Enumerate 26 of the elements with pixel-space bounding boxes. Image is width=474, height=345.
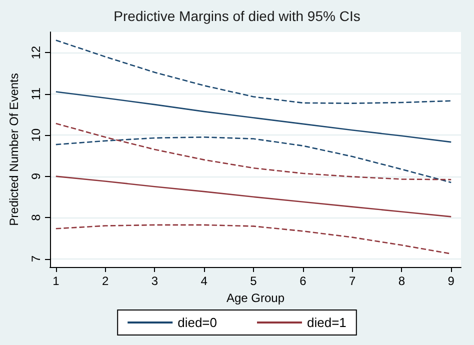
y-tick-label: 8 — [29, 214, 43, 221]
x-tick-label: 7 — [348, 274, 356, 288]
x-tick-label: 4 — [200, 274, 208, 288]
y-tick-label: 9 — [29, 172, 43, 180]
x-tick-label: 1 — [52, 274, 60, 288]
line-series — [55, 122, 452, 180]
x-tick-label: 9 — [448, 274, 455, 288]
y-tick-label: 11 — [29, 87, 43, 100]
x-tick-label: 8 — [398, 274, 406, 288]
chart-title: Predictive Margins of died with 95% CIs — [114, 8, 360, 24]
x-axis-title: Age Group — [226, 290, 285, 305]
legend-label: died=1 — [307, 315, 346, 330]
line-series — [55, 91, 452, 143]
x-tick-label: 3 — [151, 274, 158, 288]
legend-label: died=0 — [178, 315, 218, 330]
line-series — [55, 176, 452, 218]
y-tick-label: 12 — [29, 46, 43, 60]
y-axis-title: Predicted Number Of Events — [7, 73, 21, 226]
y-tick-label: 7 — [29, 255, 43, 262]
line-series — [55, 224, 452, 254]
x-tick-label: 2 — [102, 274, 109, 288]
x-tick-label: 6 — [300, 274, 307, 288]
x-tick-label: 5 — [250, 274, 258, 288]
y-tick-label: 10 — [29, 128, 43, 142]
line-series — [55, 40, 452, 104]
line-series — [55, 136, 452, 184]
